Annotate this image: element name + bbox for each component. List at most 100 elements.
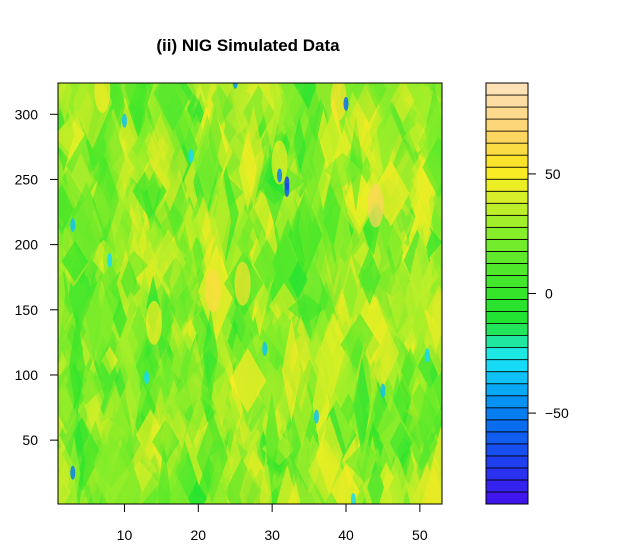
heatmap-cell [428, 426, 442, 473]
colorbar-swatch [485, 407, 529, 421]
heatmap-cell [150, 229, 187, 297]
heatmap-cell [276, 464, 298, 504]
heatmap-cell [94, 83, 111, 113]
heatmap-cell [101, 346, 119, 375]
heatmap-cell [135, 337, 160, 396]
heatmap-cell [121, 203, 135, 267]
heatmap-cell [132, 163, 167, 220]
y-tick-label: 100 [15, 367, 39, 383]
heatmap-cell [298, 133, 328, 225]
heatmap-cell [242, 105, 265, 209]
heatmap-cell [112, 298, 128, 339]
x-tick-label: 10 [117, 527, 133, 543]
heatmap-cell [58, 83, 90, 131]
heatmap-cell [172, 199, 208, 292]
heatmap-cell [223, 411, 260, 504]
heatmap-cells [58, 83, 442, 504]
x-tick-label: 30 [264, 527, 280, 543]
colorbar-swatch [485, 395, 529, 409]
heatmap-cell [181, 230, 199, 337]
heatmap-cell [91, 189, 113, 241]
heatmap-cell [227, 399, 241, 433]
heatmap-cell [340, 409, 358, 446]
heatmap-cell [202, 308, 219, 402]
heatmap-cell [340, 313, 380, 376]
colorbar-swatch [485, 130, 529, 144]
heatmap-cell [58, 348, 79, 428]
heatmap-cell [333, 195, 353, 296]
heatmap-cell [188, 148, 194, 163]
heatmap-cell [330, 287, 353, 351]
heatmap-cell [94, 431, 113, 498]
y-tick-label: 200 [15, 237, 39, 253]
colorbar-swatch [485, 250, 529, 264]
colorbar-swatch [485, 455, 529, 469]
heatmap-cell [418, 284, 442, 377]
heatmap-cell [350, 376, 364, 453]
heatmap-cell [288, 260, 308, 299]
heatmap-cell [367, 183, 384, 228]
heatmap-cell [412, 299, 429, 355]
heatmap-cell [199, 103, 227, 207]
heatmap-cell [271, 140, 288, 185]
heatmap-cell [366, 385, 388, 433]
colorbar-tick-label: 50 [545, 166, 561, 182]
heatmap-cell [107, 253, 113, 268]
heatmap-cell [348, 116, 363, 213]
heatmap-cell [324, 152, 362, 188]
colorbar-swatch [485, 166, 529, 180]
heatmap-cell [58, 423, 83, 497]
heatmap-cell [217, 418, 253, 449]
heatmap-cell [166, 269, 202, 324]
colorbar-swatch [485, 443, 529, 457]
y-tick-label: 150 [15, 302, 39, 318]
colorbar-swatch [485, 419, 529, 433]
heatmap-cell [261, 83, 283, 152]
heatmap-cell [236, 228, 255, 260]
heatmap-cell [387, 150, 426, 217]
heatmap-cell [267, 310, 301, 360]
heatmap-cell [277, 168, 283, 183]
heatmap-cell [103, 109, 141, 202]
heatmap-cell [124, 83, 153, 135]
heatmap-cell [376, 395, 407, 464]
heatmap-cell [162, 256, 189, 300]
colorbar-swatch [485, 178, 529, 192]
heatmap-cell [152, 419, 180, 465]
heatmap-cell [320, 104, 340, 171]
heatmap-cell [312, 179, 335, 285]
heatmap-cell [417, 372, 442, 473]
heatmap-cell [388, 272, 405, 330]
colorbar-swatch [485, 226, 529, 240]
heatmap-cell [424, 348, 430, 363]
colorbar-swatch [485, 275, 529, 288]
heatmap-cell [136, 274, 151, 340]
colorbar-swatch [485, 106, 529, 120]
heatmap-cell [145, 218, 163, 249]
heatmap-cell [58, 363, 85, 432]
colorbar [485, 82, 529, 505]
colorbar-swatch [485, 299, 529, 312]
y-tick-label: 250 [15, 171, 39, 187]
heatmap-cell [409, 225, 433, 333]
colorbar-swatch [485, 491, 529, 505]
heatmap-cell [58, 273, 89, 308]
colorbar-swatch [485, 347, 529, 361]
heatmap-cell [340, 393, 357, 425]
heatmap-cell [259, 451, 272, 504]
heatmap-cell [167, 272, 194, 331]
heatmap-cell [159, 413, 174, 459]
heatmap-cell [287, 190, 323, 280]
colorbar-swatch [485, 431, 529, 445]
heatmap-cell [351, 83, 387, 123]
heatmap-cell [292, 116, 306, 178]
heatmap-cell [181, 203, 199, 254]
heatmap-cell [70, 218, 76, 233]
heatmap-cell [169, 246, 184, 317]
heatmap-cell [58, 115, 89, 162]
heatmap-cell [208, 168, 230, 257]
heatmap-cell [97, 112, 125, 202]
colorbar-swatch [485, 154, 529, 168]
colorbar-swatch [485, 82, 529, 96]
heatmap-cell [411, 420, 430, 480]
